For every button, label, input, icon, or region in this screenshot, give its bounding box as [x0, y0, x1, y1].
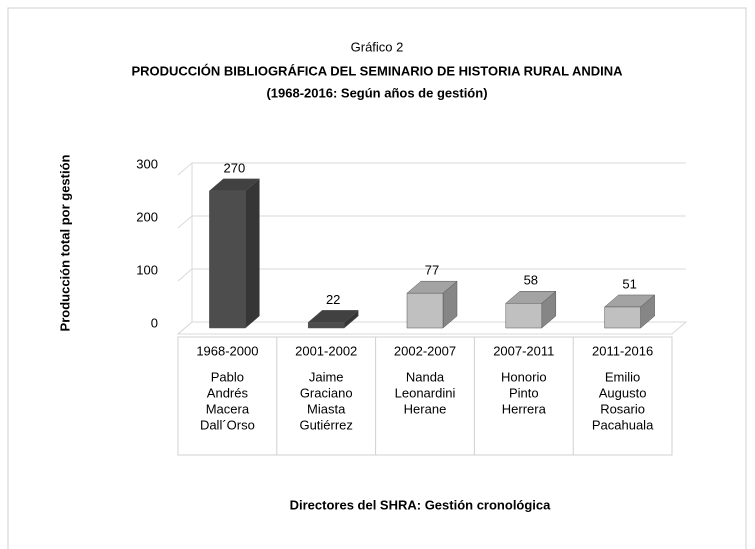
bar-side: [245, 178, 260, 329]
data-label: 51: [622, 276, 636, 291]
bar-front: [505, 303, 543, 329]
grid-line-side: [177, 162, 193, 176]
x-tick-label: Herrera: [502, 401, 547, 416]
x-tick-label: Pinto: [509, 385, 539, 400]
grid-line-side: [177, 215, 193, 229]
x-tick-label: Miasta: [307, 401, 346, 416]
x-tick-label: Leonardini: [395, 385, 456, 400]
x-tick-label: 2002-2007: [394, 343, 456, 358]
x-tick-label: Graciano: [300, 385, 353, 400]
x-tick-label: Andrés: [207, 385, 249, 400]
bar: [505, 290, 557, 329]
bar-front: [307, 322, 345, 329]
y-tick-label: 200: [136, 209, 158, 224]
bar: [307, 309, 359, 329]
y-tick-label: 100: [136, 262, 158, 277]
x-tick-label: Gutiérrez: [299, 417, 352, 432]
floor: [176, 321, 688, 335]
bar-front: [604, 306, 641, 329]
chart-title-line: Gráfico 2: [351, 39, 404, 54]
x-tick-label: 2007-2011: [493, 343, 554, 358]
data-label: 270: [224, 160, 246, 175]
x-tick-label: Augusto: [599, 385, 647, 400]
x-axis-title: Directores del SHRA: Gestión cronológica: [290, 497, 552, 512]
x-tick-label: 2001-2002: [295, 343, 357, 358]
x-tick-label: Pacahuala: [592, 417, 654, 432]
x-tick-label: Herane: [404, 401, 447, 416]
chart-title-line: PRODUCCIÓN BIBLIOGRÁFICA DEL SEMINARIO D…: [131, 63, 623, 78]
x-tick-label: Jaime: [309, 369, 344, 384]
x-tick-label: Emilio: [605, 369, 640, 384]
bar: [208, 178, 261, 329]
x-tick-label: Rosario: [600, 401, 645, 416]
bar-front: [209, 190, 246, 329]
bar: [406, 280, 458, 329]
y-tick-label: 300: [136, 156, 158, 171]
data-label: 22: [326, 292, 340, 307]
x-tick-label: 2011-2016: [592, 343, 653, 358]
data-label: 77: [425, 263, 439, 278]
x-tick-label: Honorio: [501, 369, 547, 384]
x-tick-label: Pablo: [211, 369, 244, 384]
y-axis-title: Producción total por gestión: [57, 154, 72, 331]
category-table: [177, 336, 673, 456]
bar: [603, 294, 656, 329]
data-label: 58: [524, 273, 538, 288]
x-tick-label: Dall´Orso: [200, 417, 255, 432]
x-tick-label: 1968-2000: [196, 343, 258, 358]
x-tick-label: Nanda: [406, 369, 445, 384]
bar-front: [406, 292, 444, 329]
chart-border: [7, 7, 747, 549]
grid-line-side: [177, 268, 193, 282]
chart-title-line: (1968-2016: Según años de gestión): [266, 85, 487, 100]
y-tick-label: 0: [151, 315, 158, 330]
x-tick-label: Macera: [206, 401, 250, 416]
